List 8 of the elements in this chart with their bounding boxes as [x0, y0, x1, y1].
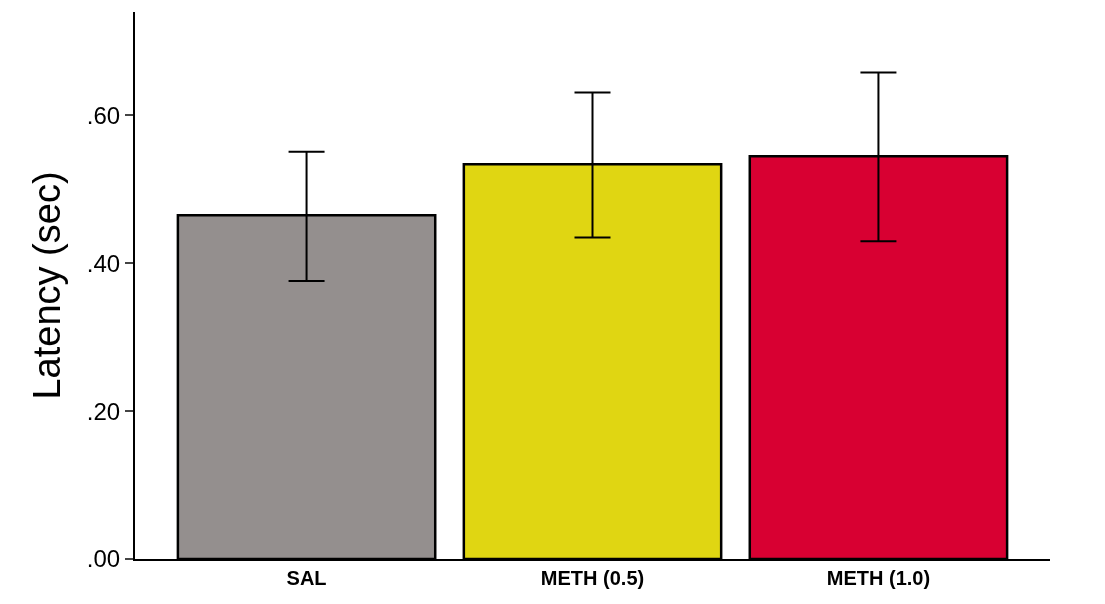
y-tick-label: .60: [86, 101, 121, 129]
y-axis-title: Latency (sec): [25, 171, 68, 400]
y-tick-label: .00: [86, 545, 121, 573]
x-tick-label: METH (1.0): [826, 567, 931, 589]
y-tick-label: .40: [86, 249, 121, 277]
y-tick-label: .20: [86, 397, 121, 425]
x-tick-label: SAL: [286, 567, 327, 589]
x-tick-label: METH (0.5): [540, 567, 645, 589]
